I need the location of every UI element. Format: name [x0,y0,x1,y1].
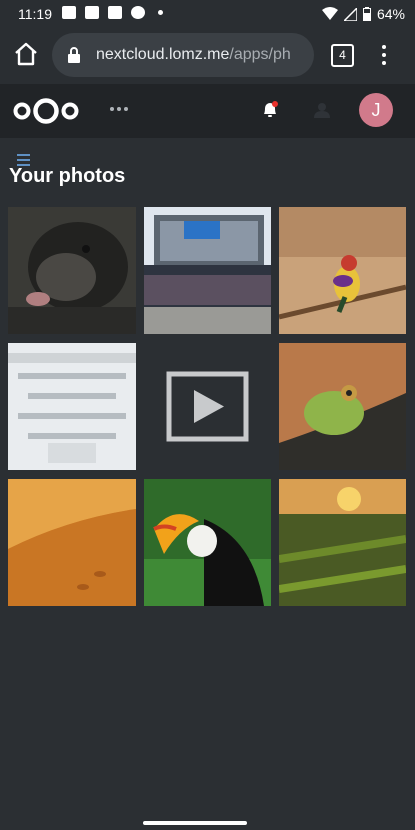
image-icon [62,6,76,19]
status-time: 11:19 [18,6,52,22]
play-icon [194,390,224,423]
home-gesture-pill[interactable] [143,821,247,825]
battery-percent: 64% [376,6,405,22]
discord-icon [108,6,122,19]
contacts-icon[interactable] [313,101,331,119]
system-navigation-bar [0,815,415,830]
photo-toucan[interactable] [144,479,271,606]
url-host: nextcloud.lomz.me [96,46,230,63]
browser-toolbar: nextcloud.lomz.me/apps/ph 4 [0,27,415,84]
address-bar[interactable]: nextcloud.lomz.me/apps/ph [52,33,314,77]
photo-grid [8,207,406,606]
notifications-bell-icon[interactable] [262,101,278,119]
navigation-toggle-icon[interactable] [17,154,30,166]
url-text[interactable]: nextcloud.lomz.me/apps/ph [96,46,306,64]
wifi-icon [321,7,338,20]
photo-desert[interactable] [8,479,136,606]
nextcloud-header [0,84,415,138]
signal-icon [343,7,357,21]
status-bar: 11:19 64% [0,0,415,27]
nextcloud-logo[interactable] [13,96,79,126]
page-title: Your photos [9,165,126,187]
browser-menu-icon[interactable] [379,43,389,67]
battery-icon [362,7,371,21]
user-avatar[interactable]: J [359,93,393,127]
photo-frog[interactable] [279,343,406,470]
photo-finch-bird[interactable] [279,207,406,334]
home-icon[interactable] [13,41,39,67]
chat-icon [131,6,145,19]
more-notifications-icon [158,10,163,15]
video-placeholder[interactable] [144,343,271,470]
lock-icon [68,47,80,63]
more-apps-icon[interactable] [110,107,128,111]
photo-library[interactable] [8,343,136,470]
photo-group[interactable] [144,207,271,334]
url-path: /apps/ph [229,46,291,63]
photos-main-content: Your photos [0,138,415,815]
news-icon [85,6,99,19]
photo-gorilla[interactable] [8,207,136,334]
photo-vineyard[interactable] [279,479,406,606]
tab-switcher-button[interactable]: 4 [331,44,354,67]
